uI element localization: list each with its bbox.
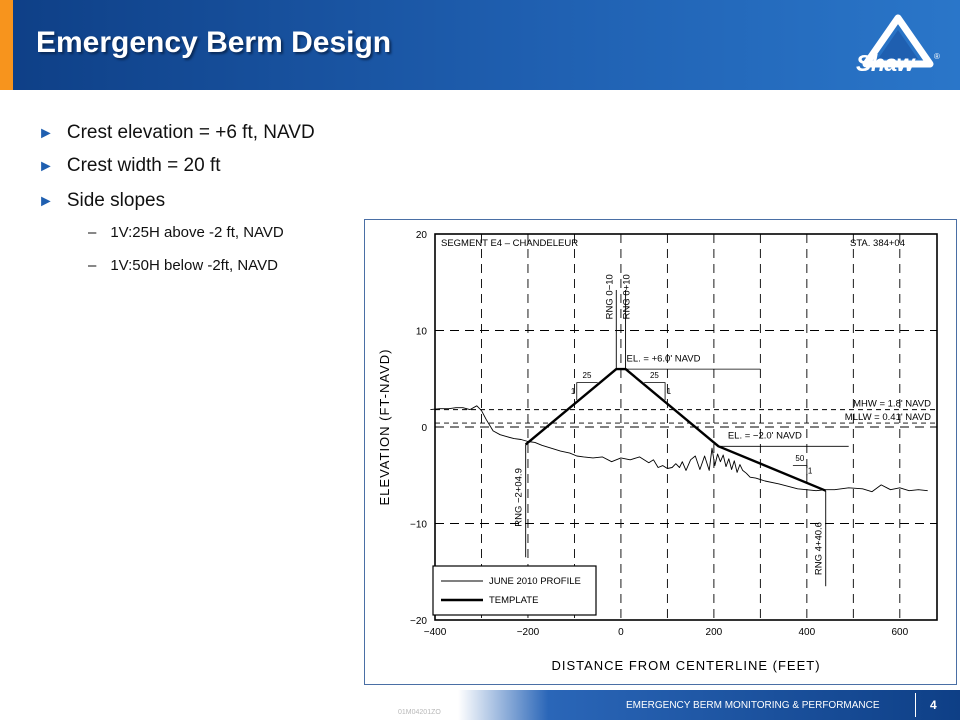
y-tick-label: 20 <box>416 230 428 241</box>
right-slope-triangle <box>644 382 666 400</box>
sub-bullet-slope-above: –1V:25H above -2 ft, NAVD <box>88 224 284 241</box>
elevation-annotations: EL. = +6.0' NAVD EL. = −2.0' NAVD 25 1 25 1 50… <box>571 353 849 475</box>
reference-line-label: MHW = 1.8' NAVD <box>853 399 931 410</box>
y-tick-label: 10 <box>416 327 428 338</box>
bullet-text: Crest elevation = +6 ft, NAVD <box>66 122 315 143</box>
y-axis-title: ELEVATION (FT-NAVD) <box>377 349 392 506</box>
crest-elevation-label: EL. = +6.0' NAVD <box>627 353 701 364</box>
profile-line <box>430 405 928 493</box>
x-tick-label: 600 <box>891 627 908 638</box>
lower-slope-rise-label: 1 <box>808 466 813 475</box>
lower-slope-triangle <box>792 465 808 476</box>
right-slope-run-label: 25 <box>650 371 659 380</box>
range-marker-label: RNG 0−10 <box>604 274 615 319</box>
bullet-arrow-icon: ► <box>38 158 54 175</box>
title-bar <box>0 0 960 90</box>
x-axis-title: DISTANCE FROM CENTERLINE (FEET) <box>551 658 820 673</box>
sub-bullet-text: 1V:50H below -2ft, NAVD <box>110 257 278 274</box>
tick-labels: −400 −200 0 200 400 600 20 10 0 −10 −20 <box>410 230 909 638</box>
logo-wordmark: Shaw <box>856 50 915 76</box>
x-tick-label: 200 <box>706 627 723 638</box>
left-slope-run-label: 25 <box>583 371 592 380</box>
plot-border <box>434 233 938 621</box>
sub-bullet-dash: – <box>88 224 97 241</box>
sub-bullet-text: 1V:25H above -2 ft, NAVD <box>110 224 284 241</box>
document-code: 01M04201ZO <box>398 709 441 716</box>
station-label: STA. 384+04 <box>850 238 905 249</box>
cross-section-chart: MHW = 1.8' NAVD MLLW = 0.41' NAVD RNG 0−1… <box>377 230 938 673</box>
sub-bullet-dash: – <box>88 257 97 274</box>
shaw-logo-triangle-icon <box>862 14 934 68</box>
x-tick-label: −400 <box>424 627 447 638</box>
grid-lines <box>435 234 937 620</box>
left-slope-triangle <box>576 382 598 400</box>
reference-lines: MHW = 1.8' NAVD MLLW = 0.41' NAVD <box>435 399 937 424</box>
slide-title: Emergency Berm Design <box>36 26 392 59</box>
left-slope-rise-label: 1 <box>571 387 576 396</box>
bullet-crest-elevation: ► Crest elevation = +6 ft, NAVD <box>38 122 315 144</box>
bullet-side-slopes: ► Side slopes <box>38 190 165 212</box>
logo-registered-mark: ® <box>934 52 940 61</box>
segment-title: SEGMENT E4 – CHANDELEUR <box>441 238 578 249</box>
toe-elevation-label: EL. = −2.0' NAVD <box>728 431 802 442</box>
berm-cross-section-figure: MHW = 1.8' NAVD MLLW = 0.41' NAVD RNG 0−1… <box>364 219 957 685</box>
accent-stripe <box>0 0 13 90</box>
bullet-arrow-icon: ► <box>38 193 54 210</box>
page-number: 4 <box>930 698 937 712</box>
bullet-crest-width: ► Crest width = 20 ft <box>38 155 221 177</box>
footer-title: EMERGENCY BERM MONITORING & PERFORMANCE <box>626 700 880 711</box>
legend: JUNE 2010 PROFILE TEMPLATE <box>432 565 597 616</box>
legend-box <box>432 565 597 616</box>
legend-template-label: TEMPLATE <box>489 595 538 606</box>
sub-bullet-slope-below: –1V:50H below -2ft, NAVD <box>88 257 278 274</box>
range-marker-label: RNG 4+40.6 <box>814 522 825 575</box>
bullet-text: Crest width = 20 ft <box>66 155 221 176</box>
x-tick-label: −200 <box>517 627 540 638</box>
right-slope-rise-label: 1 <box>667 387 672 396</box>
footer-bar <box>458 690 960 720</box>
range-marker-label: RNG −2+04.9 <box>514 468 525 527</box>
legend-profile-label: JUNE 2010 PROFILE <box>489 576 581 587</box>
lower-slope-run-label: 50 <box>795 454 804 463</box>
x-tick-label: 400 <box>799 627 816 638</box>
footer-divider <box>915 693 916 717</box>
y-tick-label: −10 <box>410 520 427 531</box>
range-markers: RNG 0−10 RNG 0+10 RNG −2+04.9 RNG 4+40.6 <box>514 274 827 587</box>
bullet-arrow-icon: ► <box>38 125 54 142</box>
reference-line-label: MLLW = 0.41' NAVD <box>845 412 931 423</box>
y-tick-label: 0 <box>421 423 427 434</box>
y-tick-label: −20 <box>410 616 427 627</box>
range-marker-label: RNG 0+10 <box>622 274 633 319</box>
x-tick-label: 0 <box>618 627 624 638</box>
bullet-text: Side slopes <box>66 190 166 211</box>
